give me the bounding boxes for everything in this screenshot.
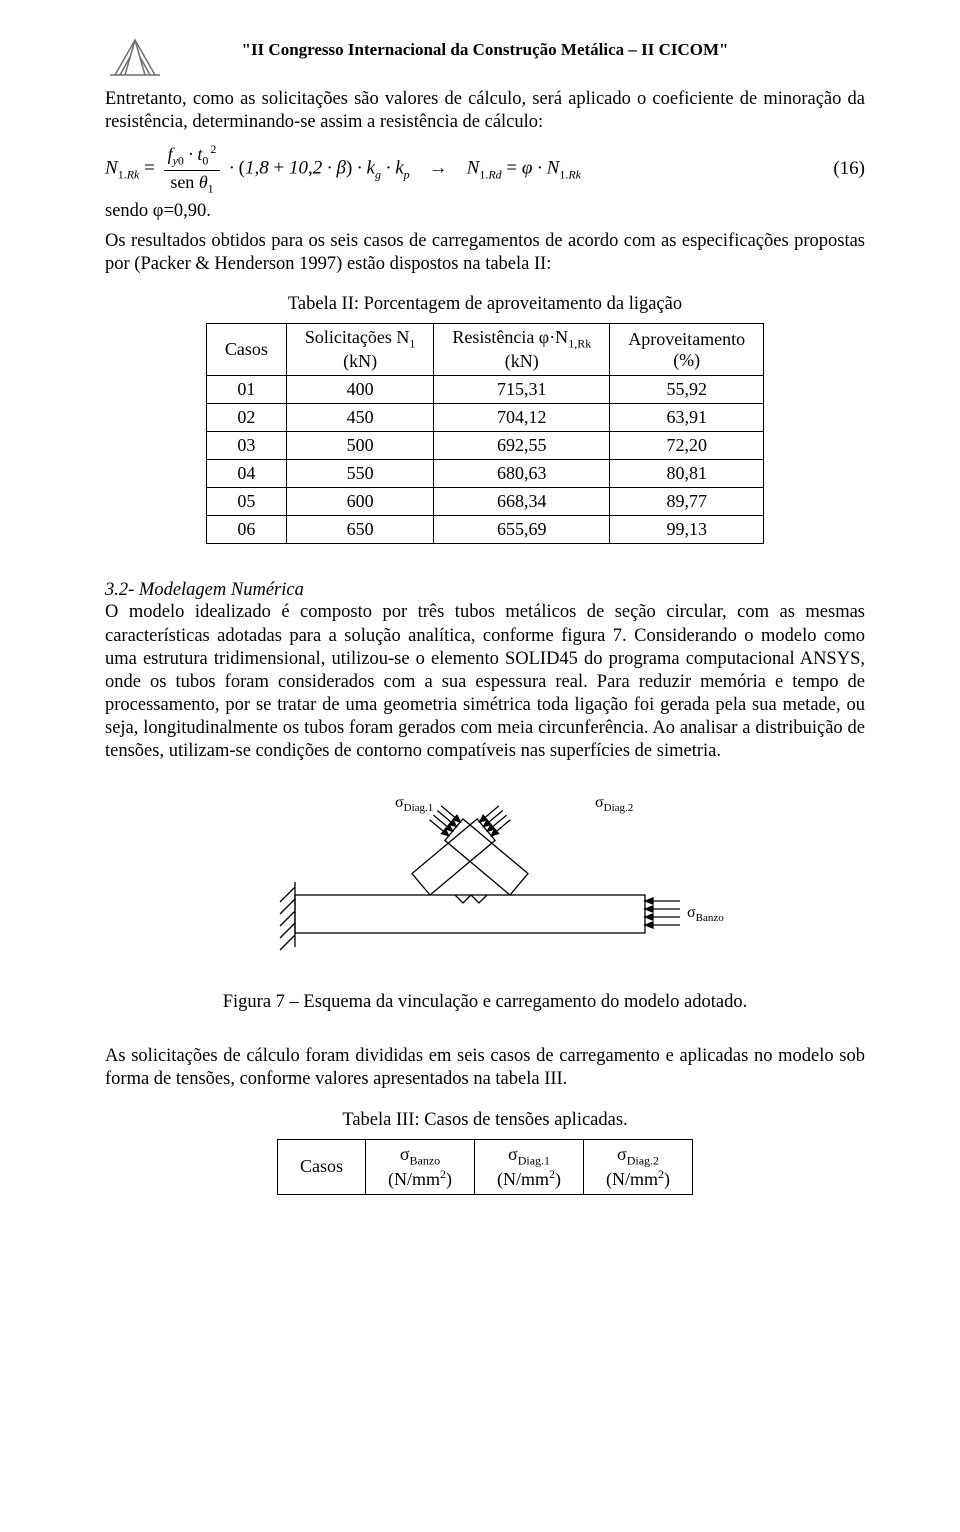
cell: 05	[206, 488, 286, 516]
cell: 692,55	[434, 432, 610, 460]
para-intro: Entretanto, como as solicitações são val…	[105, 88, 865, 134]
table3-col-casos: Casos	[277, 1139, 365, 1194]
table2-col-resist-sub: 1,Rk	[568, 336, 591, 350]
cell: 02	[206, 404, 286, 432]
figure-7-caption: Figura 7 – Esquema da vinculação e carre…	[105, 992, 865, 1013]
cell: 99,13	[610, 516, 764, 544]
equation-16: N1.Rk = fy0 · t02 sen θ1 · (1,8 + 10,2 ·…	[105, 142, 865, 196]
table2-col-resist-l2: (kN)	[505, 351, 539, 371]
label-sigma-diag1: σDiag.1	[395, 794, 433, 814]
cell: 500	[286, 432, 433, 460]
figure-7: σDiag.1 σDiag.2 σBanzo	[105, 777, 865, 982]
table3-col-diag1: σDiag.1 (N/mm2)	[475, 1139, 584, 1194]
cell: 680,63	[434, 460, 610, 488]
cell: 55,92	[610, 376, 764, 404]
section-32-head: 3.2- Modelagem Numérica	[105, 580, 865, 601]
label-sigma-diag2: σDiag.2	[595, 794, 633, 814]
para-after-figure: As solicitações de cálculo foram dividid…	[105, 1045, 865, 1091]
t3-c1-unit: (N/mm	[388, 1169, 440, 1189]
table3-col-diag2: σDiag.2 (N/mm2)	[584, 1139, 693, 1194]
table2-col-aprov-l2: (%)	[673, 350, 700, 370]
t3-c2-sub: Diag.1	[518, 1153, 550, 1167]
table3-col-banzo: σBanzo (N/mm2)	[366, 1139, 475, 1194]
table-row: 03 500 692,55 72,20	[206, 432, 763, 460]
equation-body: N1.Rk = fy0 · t02 sen θ1 · (1,8 + 10,2 ·…	[105, 142, 815, 196]
cell: 72,20	[610, 432, 764, 460]
figure-7-svg: σDiag.1 σDiag.2 σBanzo	[225, 777, 745, 977]
t3-c3-sub: Diag.2	[627, 1153, 659, 1167]
t3-c3-sym: σ	[617, 1144, 627, 1164]
cell: 06	[206, 516, 286, 544]
table2-col-casos: Casos	[206, 323, 286, 376]
table2-col-solic-sub: 1	[409, 336, 415, 350]
cell: 668,34	[434, 488, 610, 516]
para-results: Os resultados obtidos para os seis casos…	[105, 230, 865, 276]
table3: Casos σBanzo (N/mm2) σDiag.1 (N/mm2) σDi…	[277, 1139, 693, 1195]
cell: 80,81	[610, 460, 764, 488]
table-row: 05 600 668,34 89,77	[206, 488, 763, 516]
header-logo-icon	[105, 30, 165, 85]
table-row: 04 550 680,63 80,81	[206, 460, 763, 488]
page-header: "II Congresso Internacional da Construçã…	[105, 40, 865, 60]
cell: 655,69	[434, 516, 610, 544]
cell: 04	[206, 460, 286, 488]
table2-col-solic-l1: Solicitações N	[305, 327, 409, 347]
table-row: 02 450 704,12 63,91	[206, 404, 763, 432]
table-row: 06 650 655,69 99,13	[206, 516, 763, 544]
cell: 89,77	[610, 488, 764, 516]
cell: 650	[286, 516, 433, 544]
para-sendo: sendo φ=0,90.	[105, 200, 865, 223]
cell: 600	[286, 488, 433, 516]
cell: 704,12	[434, 404, 610, 432]
t3-c2-unit: (N/mm	[497, 1169, 549, 1189]
table2-col-resist: Resistência φ·N1,Rk (kN)	[434, 323, 610, 376]
cell: 01	[206, 376, 286, 404]
table2-col-resist-l1: Resistência φ·N	[452, 327, 568, 347]
t3-c2-sym: σ	[508, 1144, 518, 1164]
t3-c1-sub: Banzo	[410, 1153, 441, 1167]
cell: 63,91	[610, 404, 764, 432]
cell: 03	[206, 432, 286, 460]
cell: 715,31	[434, 376, 610, 404]
label-sigma-banzo: σBanzo	[687, 904, 724, 924]
table2-col-solic-l2: (kN)	[343, 351, 377, 371]
cell: 400	[286, 376, 433, 404]
equation-number: (16)	[815, 158, 865, 180]
table2-col-aprov-l1: Aproveitamento	[628, 329, 745, 349]
table3-caption: Tabela III: Casos de tensões aplicadas.	[105, 1110, 865, 1131]
section-32-body: O modelo idealizado é composto por três …	[105, 601, 865, 763]
table2-col-solic: Solicitações N1 (kN)	[286, 323, 433, 376]
header-title: "II Congresso Internacional da Construçã…	[242, 40, 729, 60]
cell: 550	[286, 460, 433, 488]
t3-c1-sym: σ	[400, 1144, 410, 1164]
t3-c2-close: )	[555, 1169, 561, 1189]
t3-c1-close: )	[446, 1169, 452, 1189]
table-row: 01 400 715,31 55,92	[206, 376, 763, 404]
t3-c3-unit: (N/mm	[606, 1169, 658, 1189]
cell: 450	[286, 404, 433, 432]
t3-c3-close: )	[664, 1169, 670, 1189]
table2-col-aprov: Aproveitamento (%)	[610, 323, 764, 376]
table2-caption: Tabela II: Porcentagem de aproveitamento…	[105, 294, 865, 315]
table2: Casos Solicitações N1 (kN) Resistência φ…	[206, 323, 764, 545]
